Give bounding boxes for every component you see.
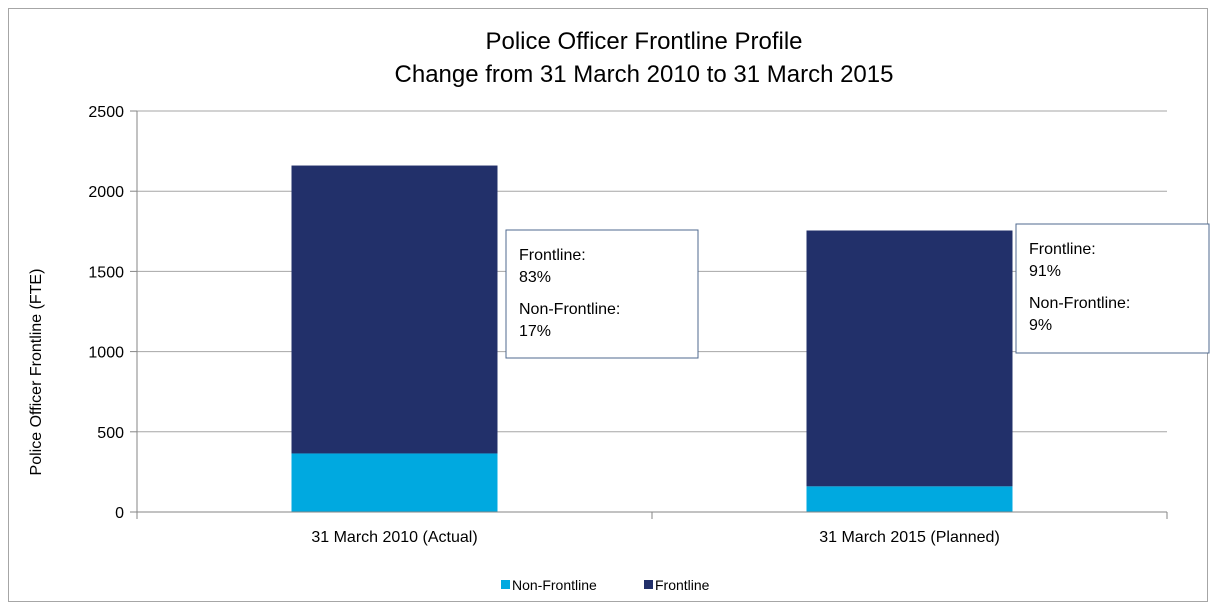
legend-swatch (501, 580, 510, 589)
annotation-value: 17% (519, 323, 551, 340)
y-axis-ticks: 0 500 1000 1500 2000 2500 (88, 104, 137, 522)
legend-label: Frontline (655, 577, 710, 593)
y-tick-label: 500 (97, 425, 124, 442)
annotations: Frontline: 83% Non-Frontline: 17% Frontline:… (505, 223, 1210, 359)
annotation-value: 91% (1029, 263, 1061, 280)
y-tick-label: 0 (115, 505, 124, 522)
y-tick-label: 2000 (88, 184, 124, 201)
bar-non-frontline (806, 486, 1013, 512)
bar-non-frontline (291, 453, 498, 512)
y-tick-label: 1000 (88, 345, 124, 362)
annotation-box (1015, 223, 1210, 354)
chart-title-line-1: Police Officer Frontline Profile (485, 28, 802, 55)
y-tick-label: 2500 (88, 104, 124, 121)
x-tick-label: 31 March 2010 (Actual) (311, 529, 477, 546)
x-tick-label: 31 March 2015 (Planned) (819, 529, 1000, 546)
bar-frontline (291, 165, 498, 454)
legend-swatch (644, 580, 653, 589)
annotation-box (505, 229, 699, 359)
y-axis-label: Police Officer Frontline (FTE) (28, 269, 45, 476)
annotation-label: Non-Frontline: (1029, 295, 1130, 312)
annotation-label: Frontline: (1029, 241, 1096, 258)
bar-frontline (806, 230, 1013, 487)
annotation-label: Non-Frontline: (519, 301, 620, 318)
annotation-value: 83% (519, 269, 551, 286)
annotation-label: Frontline: (519, 247, 586, 264)
legend-label: Non-Frontline (512, 577, 597, 593)
annotation-value: 9% (1029, 317, 1052, 334)
y-tick-label: 1500 (88, 264, 124, 281)
x-axis (136, 111, 1168, 519)
bars (291, 165, 1013, 512)
legend: Non-Frontline Frontline (501, 577, 710, 593)
chart-title-line-2: Change from 31 March 2010 to 31 March 20… (395, 61, 894, 88)
x-axis-tick-labels: 31 March 2010 (Actual) 31 March 2015 (Pla… (311, 529, 999, 546)
